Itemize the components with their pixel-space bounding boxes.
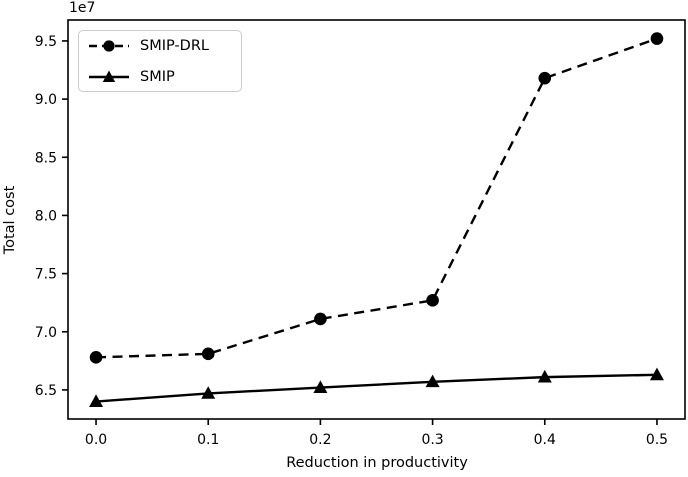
data-point-circle <box>89 351 103 364</box>
series-line-smip <box>95 373 657 403</box>
data-point-triangle <box>201 386 216 399</box>
x-tick-label: 0.5 <box>646 432 668 448</box>
x-axis-title: Reduction in productivity <box>286 455 468 471</box>
y-tick-label: 9.0 <box>35 92 57 108</box>
series-line-smip-drl <box>96 37 658 359</box>
data-point-triangle <box>537 369 552 383</box>
x-tick-label: 0.4 <box>534 432 556 448</box>
legend-label-smip: SMIP <box>140 68 175 85</box>
data-point-circle <box>314 312 327 326</box>
x-tick-label: 0.1 <box>197 432 219 448</box>
y-tick-label: 8.5 <box>35 150 57 166</box>
y-tick-label: 8.0 <box>35 208 57 224</box>
y-tick-label: 9.5 <box>35 34 57 50</box>
y-tick-label: 7.5 <box>35 267 57 283</box>
y-axis-title: Total cost <box>2 185 18 255</box>
data-point-triangle <box>89 394 104 407</box>
legend-item-smip-drl: SMIP-DRL <box>89 38 231 54</box>
legend-item-smip: SMIP <box>89 69 231 85</box>
dashed-line-circle-marker-icon <box>89 40 129 52</box>
legend-label-smip-drl: SMIP-DRL <box>140 37 209 54</box>
y-tick-label: 7.0 <box>35 325 57 341</box>
data-point-triangle <box>425 374 440 388</box>
solid-line-triangle-marker-icon <box>89 70 129 82</box>
legend: SMIP-DRL SMIP <box>78 30 242 92</box>
data-point-triangle <box>649 367 664 381</box>
data-point-circle <box>538 71 552 85</box>
data-point-circle <box>426 294 439 307</box>
x-tick-label: 0.0 <box>85 432 107 448</box>
x-tick-label: 0.3 <box>421 432 443 448</box>
axes-frame <box>67 19 686 420</box>
y-axis-offset-label: 1e7 <box>69 0 96 16</box>
x-tick-label: 0.2 <box>309 432 331 448</box>
data-point-circle <box>650 32 664 45</box>
data-point-circle <box>201 347 215 361</box>
y-tick-label: 6.5 <box>35 383 57 399</box>
data-point-triangle <box>313 380 328 393</box>
